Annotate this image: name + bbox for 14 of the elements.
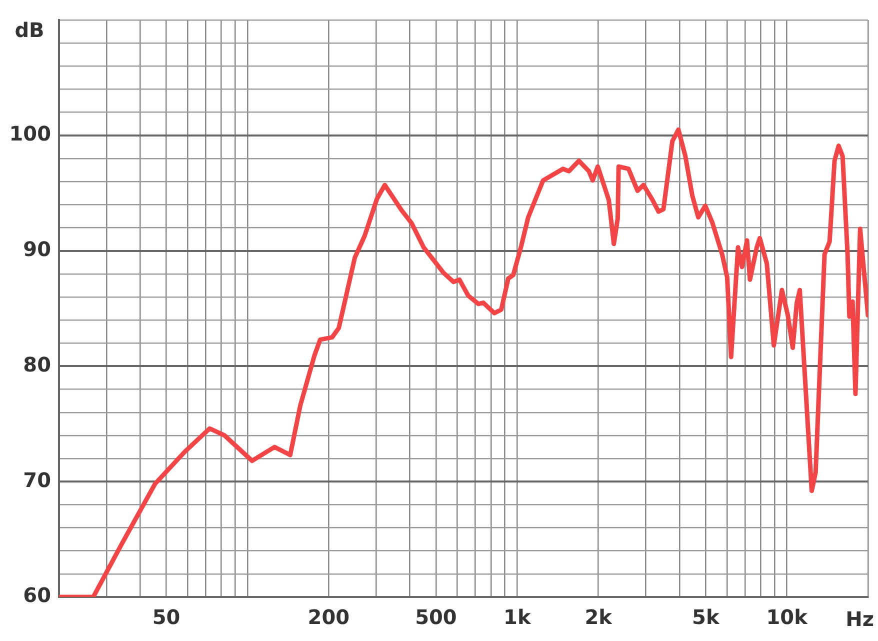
x-tick-label: 50 [152,605,180,630]
y-tick-label: 70 [23,468,51,492]
y-tick-label: 100 [9,122,51,146]
x-tick-label: 200 [308,605,350,630]
x-tick-label: 500 [415,605,457,630]
x-tick-label: 10k [766,605,808,630]
y-tick-label: 80 [23,352,51,376]
x-tick-label: 2k [584,605,613,630]
y-tick-label: 90 [23,237,51,262]
x-tick-label: 1k [504,605,532,630]
y-axis-title: dB [14,18,44,42]
y-tick-label: 60 [23,583,51,608]
x-tick-label: 5k [692,605,720,630]
x-axis-title: Hz [846,607,874,632]
